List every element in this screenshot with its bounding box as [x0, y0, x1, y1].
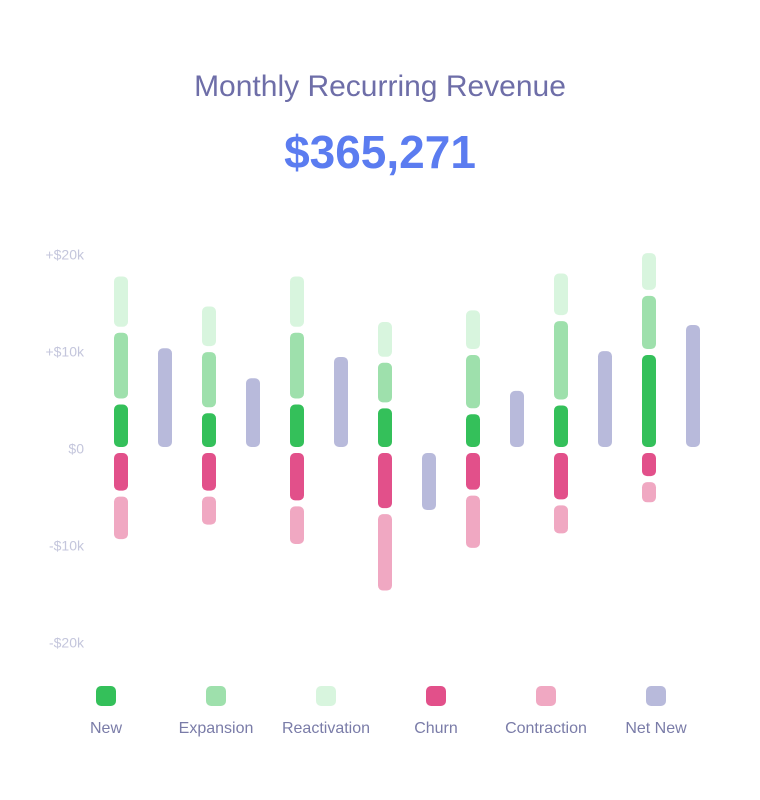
- bar-segment: [554, 453, 568, 500]
- bar-segment: [378, 362, 392, 403]
- bar-segment: [378, 408, 392, 447]
- bar-segment: [642, 355, 656, 447]
- bar-segment: [290, 276, 304, 327]
- bar-segment: [642, 453, 656, 477]
- bar-segment: [466, 495, 480, 548]
- legend-label: New: [90, 720, 122, 737]
- bar-segment: [114, 496, 128, 540]
- bar-segment: [114, 276, 128, 327]
- bar-segment: [202, 306, 216, 347]
- bar-segment: [422, 453, 436, 511]
- bar-segment: [202, 352, 216, 408]
- bar-segment: [378, 514, 392, 591]
- bar-segment: [642, 253, 656, 290]
- y-tick-label: -$20k: [49, 635, 85, 651]
- bar-segment: [114, 332, 128, 399]
- bar-segment: [686, 324, 700, 447]
- legend-label: Churn: [414, 720, 458, 737]
- legend-swatch: [426, 686, 446, 706]
- legend-swatch: [316, 686, 336, 706]
- bar-segment: [642, 482, 656, 503]
- legend-label: Net New: [625, 720, 687, 737]
- bar-segment: [202, 453, 216, 491]
- bar-segment: [290, 404, 304, 447]
- y-tick-label: -$10k: [49, 538, 85, 554]
- legend-label: Expansion: [179, 720, 254, 737]
- y-tick-label: +$20k: [45, 247, 85, 263]
- bar-segment: [466, 453, 480, 490]
- bar-segment: [290, 453, 304, 501]
- bar-segment: [290, 506, 304, 544]
- y-tick-label: +$10k: [45, 344, 85, 360]
- bar-segment: [598, 351, 612, 447]
- bar-segment: [554, 505, 568, 534]
- legend-swatch: [536, 686, 556, 706]
- bar-segment: [114, 404, 128, 447]
- bar-segment: [158, 348, 172, 447]
- bar-segment: [378, 453, 392, 509]
- bar-segment: [202, 413, 216, 447]
- legend-swatch: [646, 686, 666, 706]
- bar-segment: [466, 414, 480, 447]
- legend-swatch: [96, 686, 116, 706]
- bar-segment: [114, 453, 128, 491]
- chart-title: Monthly Recurring Revenue: [194, 70, 566, 103]
- bar-segment: [290, 332, 304, 399]
- y-tick-label: $0: [68, 441, 84, 457]
- legend-swatch: [206, 686, 226, 706]
- bar-segment: [466, 355, 480, 409]
- bar-segment: [554, 273, 568, 316]
- bar-segment: [642, 295, 656, 350]
- bar-segment: [378, 322, 392, 357]
- bar-segment: [466, 310, 480, 350]
- legend-label: Contraction: [505, 720, 587, 737]
- bar-segment: [554, 405, 568, 447]
- bar-segment: [202, 496, 216, 525]
- bar-segment: [554, 321, 568, 400]
- bar-segment: [510, 390, 524, 447]
- total-value: $365,271: [284, 126, 476, 178]
- bar-segment: [246, 378, 260, 447]
- bar-segment: [334, 356, 348, 447]
- legend-label: Reactivation: [282, 720, 370, 737]
